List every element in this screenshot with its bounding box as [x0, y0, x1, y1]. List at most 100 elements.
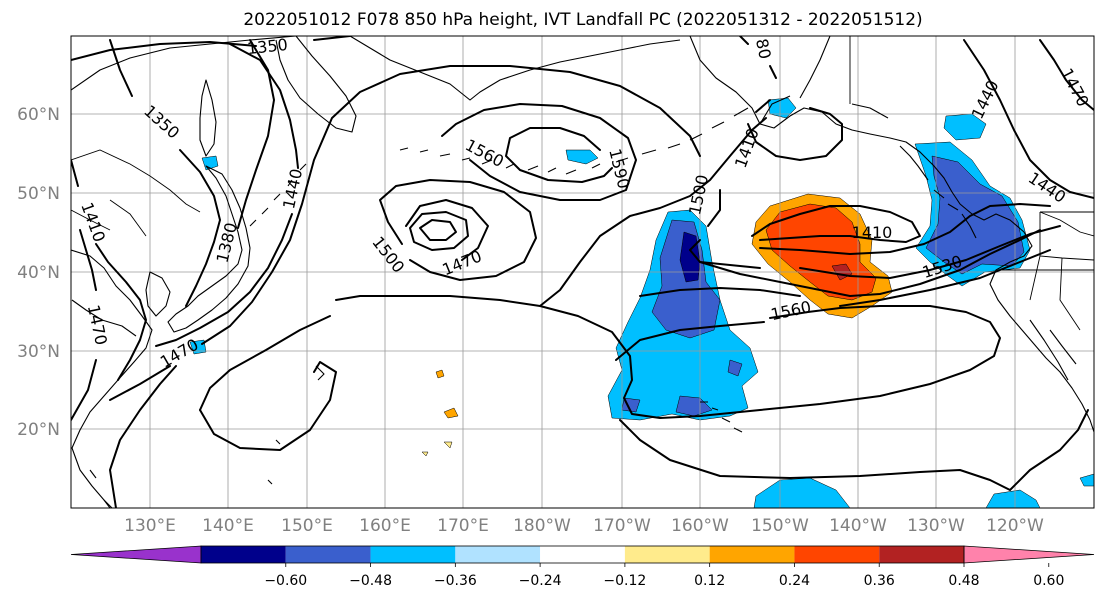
- height-contour-outer-loop: [109, 365, 1089, 508]
- colorbar-swatch: [709, 546, 795, 563]
- coastline-kuril-islands: [249, 163, 307, 227]
- height-contour-low-inner: [409, 211, 469, 251]
- longitude-labels: 130°E 140°E 150°E 160°E 170°E 180°W 170°W 160°W…: [124, 516, 1044, 536]
- coastline-japan: [167, 165, 251, 333]
- colorbar-outline: [200, 545, 965, 564]
- height-contour-high-1590: [505, 127, 613, 183]
- colorbar-extend-high: [963, 545, 1095, 564]
- colorbar-tick-label: 0.60: [1033, 573, 1064, 589]
- country-borders: [71, 36, 1094, 331]
- coastline-asia: [71, 249, 153, 508]
- border-china-russia: [71, 149, 201, 237]
- height-contours: [71, 36, 1094, 508]
- longitude-label: 120°W: [986, 516, 1044, 536]
- colorbar-swatch: [879, 546, 964, 563]
- colorbar-swatch: [370, 546, 456, 563]
- positive-anomaly-hawaii-1: [435, 369, 445, 379]
- height-contour-alaska-1470: [1039, 39, 1094, 111]
- coastline-sakhalin: [199, 79, 217, 157]
- height-contour-1410-east: [751, 205, 921, 243]
- coastline-pacific-islands: [89, 365, 325, 508]
- contour-label: 80: [752, 37, 775, 61]
- negative-anomaly-aleutian-island: [565, 149, 599, 165]
- graticule: [71, 36, 1094, 508]
- height-contour-1380-west: [237, 39, 275, 229]
- coastline-alaska: [689, 36, 1094, 433]
- height-contour-1440-west: [155, 43, 299, 347]
- height-contour-1410-west: [71, 159, 147, 381]
- negative-anomaly-southeast-2: [985, 489, 1041, 508]
- height-contour-1470-south: [109, 65, 701, 401]
- longitude-label: 180°W: [513, 516, 571, 536]
- colorbar: −0.60 −0.48 −0.36 −0.24 −0.12 0.12 0.24 0.36 0.4…: [70, 545, 1095, 589]
- colorbar-swatch: [794, 546, 880, 563]
- map-title: 2022051012 F078 850 hPa height, IVT Land…: [243, 10, 922, 30]
- latitude-label: 20°N: [17, 420, 60, 440]
- colorbar-tick-label: 0.12: [694, 573, 725, 589]
- colorbar-tick-label: 0.24: [779, 573, 810, 589]
- coastline-alaska-islands: [899, 145, 977, 239]
- colorbar-tick-label: −0.12: [603, 573, 646, 589]
- latitude-label: 60°N: [17, 105, 60, 125]
- height-contour-1560-east: [639, 249, 1051, 307]
- latitude-labels: 60°N 50°N 40°N 30°N 20°N: [17, 105, 60, 440]
- coastline-aleutians: [399, 107, 749, 175]
- latitude-label: 30°N: [17, 342, 60, 362]
- positive-anomaly-hawaii-2: [443, 407, 459, 419]
- colorbar-swatch: [540, 546, 625, 563]
- longitude-label: 130°E: [124, 516, 176, 536]
- colorbar-tick-label: −0.60: [264, 573, 307, 589]
- colorbar-swatch: [285, 546, 371, 563]
- longitude-label: 160°W: [671, 516, 729, 536]
- colorbar-swatch: [624, 546, 710, 563]
- height-contour-gulf: [747, 99, 843, 161]
- height-contour-1500-east: [689, 189, 1041, 297]
- longitude-label: 140°E: [202, 516, 254, 536]
- longitude-label: 170°E: [437, 516, 489, 536]
- height-contour-alaska-1440: [963, 39, 1094, 199]
- contour-label: 1350: [246, 35, 288, 58]
- colorbar-tick-label: 0.48: [948, 573, 979, 589]
- height-contour-1470-asia: [71, 229, 97, 421]
- coastline-bering: [759, 36, 889, 125]
- height-contour-low-1470: [405, 199, 489, 261]
- colorbar-extend-low: [70, 545, 202, 564]
- negative-anomaly-central-pacific-mid: [621, 219, 743, 417]
- longitude-label: 160°E: [359, 516, 411, 536]
- height-contour-1080: [739, 36, 777, 79]
- negative-anomaly-far-east: [1079, 473, 1094, 487]
- colorbar-tick-label: −0.24: [519, 573, 562, 589]
- colorbar-swatch: [455, 546, 541, 563]
- height-contour-1410-east-2: [759, 203, 1051, 255]
- height-contour-low-1500: [379, 179, 537, 281]
- height-contour-1560: [441, 103, 637, 201]
- colorbar-swatch: [201, 546, 286, 563]
- height-contour-1350-north: [71, 36, 351, 61]
- longitude-label: 140°W: [829, 516, 887, 536]
- height-contour-subtropical-1560: [199, 117, 767, 411]
- longitude-label: 150°E: [281, 516, 333, 536]
- height-contour-southern-loop: [199, 305, 1001, 451]
- positive-anomaly-hawaii-3: [421, 441, 453, 457]
- coastline-korea: [145, 271, 171, 317]
- colorbar-tick-label: −0.48: [349, 573, 392, 589]
- coastline-kamchatka: [275, 36, 357, 133]
- height-contour-1530: [699, 225, 1061, 279]
- height-contour-low-core: [419, 219, 457, 241]
- height-contour-1350-west: [109, 39, 221, 307]
- coastline-baja: [1029, 319, 1077, 381]
- map-frame: [70, 35, 1095, 509]
- longitude-label: 130°W: [907, 516, 965, 536]
- latitude-label: 40°N: [17, 263, 60, 283]
- longitude-label: 170°W: [593, 516, 651, 536]
- latitude-label: 50°N: [17, 184, 60, 204]
- contour-label: 1410: [852, 223, 893, 242]
- colorbar-tick-label: 0.36: [864, 573, 895, 589]
- border-us-canada: [849, 36, 1094, 271]
- map-panel: 1350 1350 1410 1470 1440 1380 1470 1500 …: [71, 35, 1094, 508]
- longitude-label: 150°W: [751, 516, 809, 536]
- border-us-states: [1029, 212, 1094, 331]
- coastline-hawaii: [700, 401, 743, 433]
- height-contour-1560-south: [615, 321, 765, 361]
